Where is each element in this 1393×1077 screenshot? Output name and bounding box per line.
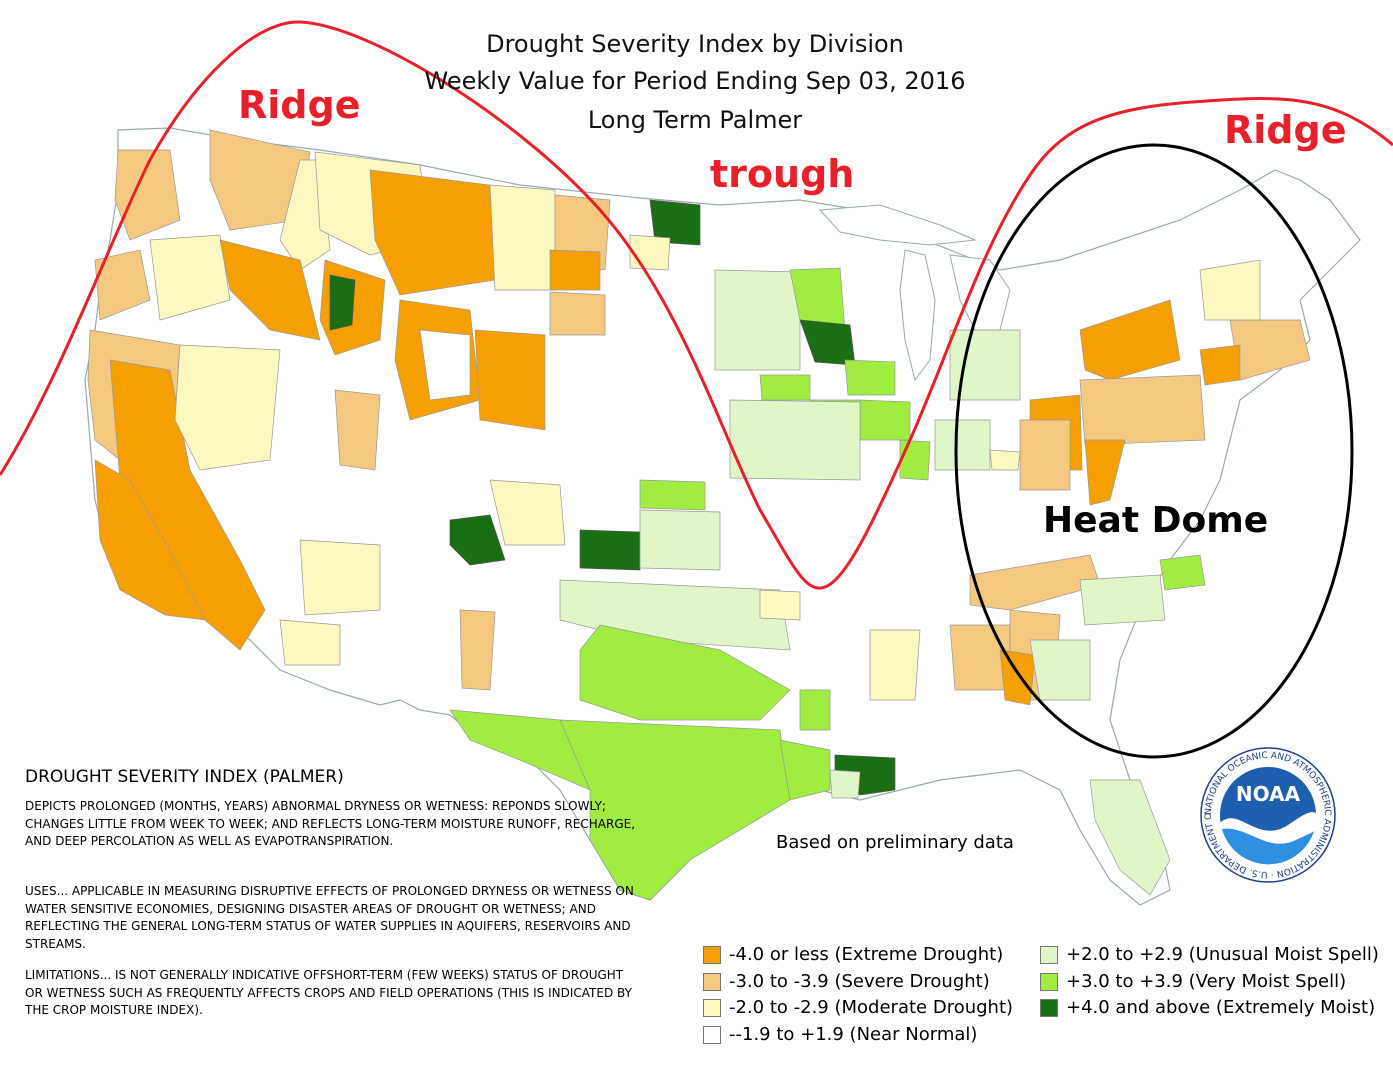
region-mo-north (729, 399, 861, 481)
region-co-central (489, 479, 566, 546)
region-wv (1084, 439, 1126, 506)
legend-label: -2.0 to -2.9 (Moderate Drought) (729, 997, 1014, 1018)
region-ks-moist (579, 529, 641, 571)
region-id-moist (329, 274, 356, 331)
region-wa-east (209, 129, 311, 231)
region-new-england-s (1229, 319, 1311, 381)
region-ca-south (94, 459, 206, 621)
region-la-central (799, 689, 831, 731)
region-oh-north (1019, 419, 1071, 491)
region-ut-west (334, 389, 381, 471)
legend-label: +3.0 to +3.9 (Very Moist Spell) (1066, 971, 1347, 992)
region-la-south (829, 769, 861, 799)
region-ky (989, 449, 1021, 471)
region-ms (869, 629, 921, 701)
legend-item: +2.0 to +2.9 (Unusual Moist Spell) (1040, 944, 1379, 965)
legend-label: --1.9 to +1.9 (Near Normal) (729, 1024, 978, 1045)
legend-item: +4.0 and above (Extremely Moist) (1040, 997, 1375, 1018)
region-ks-nw (639, 479, 706, 511)
description-limitations: LIMITATIONS... IS NOT GENERALLY INDICATI… (25, 968, 632, 1017)
description-uses: USES... APPLICABLE IN MEASURING DISRUPTI… (25, 884, 634, 951)
region-wa-west (114, 149, 181, 241)
region-mt-central (369, 169, 496, 296)
region-nd-ne (649, 199, 701, 246)
legend-item: --1.9 to +1.9 (Near Normal) (703, 1024, 977, 1045)
region-or-coast (94, 249, 151, 321)
legend-item: -4.0 or less (Extreme Drought) (703, 944, 1003, 965)
region-ga-west (999, 649, 1036, 706)
noaa-logo: NOAA NATIONAL OCEANIC AND ATMOSPHERIC AD… (1200, 747, 1336, 883)
legend-swatch (703, 1025, 721, 1044)
legend-item: -2.0 to -2.9 (Moderate Drought) (703, 997, 1013, 1018)
preliminary-data-note: Based on preliminary data (776, 832, 1014, 853)
region-sd-sw (549, 291, 606, 336)
lake-superior (818, 204, 977, 246)
legend-swatch (703, 998, 721, 1017)
legend-swatch (1040, 945, 1058, 964)
legend-label: +2.0 to +2.9 (Unusual Moist Spell) (1066, 944, 1379, 965)
region-nv-north (174, 344, 281, 471)
region-new-england-n (1199, 259, 1261, 321)
map-title-line-1: Drought Severity Index by Division (486, 30, 904, 58)
jet-stream-line (0, 20, 1393, 590)
region-or-central (149, 234, 231, 321)
region-wy-center (419, 329, 471, 401)
region-ia-north (759, 374, 811, 401)
noaa-abbr: NOAA (1236, 782, 1301, 806)
legend-label: +4.0 and above (Extremely Moist) (1066, 997, 1376, 1018)
annotation-ridge-west: Ridge (238, 83, 361, 127)
region-tn-east (969, 554, 1101, 611)
region-tx-east (779, 739, 831, 801)
region-sd-east (629, 234, 671, 271)
lake-michigan (899, 249, 936, 382)
region-wi-south (844, 359, 896, 396)
region-nm-central (459, 609, 496, 691)
legend-label: -4.0 or less (Extreme Drought) (729, 944, 1004, 965)
legend-swatch (1040, 972, 1058, 991)
description-depicts: DEPICTS PROLONGED (MONTHS, YEARS) ABNORM… (25, 799, 636, 848)
region-mn-west (714, 269, 801, 371)
region-in (934, 419, 991, 471)
annotation-trough: trough (710, 152, 855, 196)
region-tx-panhandle (579, 624, 791, 721)
region-ks-east (639, 509, 721, 571)
region-pa-east (1079, 374, 1206, 446)
description-title: DROUGHT SEVERITY INDEX (PALMER) (25, 767, 344, 787)
heat-dome-ellipse (954, 143, 1354, 759)
region-wy-east (474, 329, 546, 431)
region-fl (1089, 779, 1171, 896)
region-nc-east (1159, 554, 1206, 591)
legend-item: +3.0 to +3.9 (Very Moist Spell) (1040, 971, 1346, 992)
region-co-moist (449, 514, 506, 566)
region-az-ne (299, 539, 381, 616)
annotation-ridge-east: Ridge (1224, 108, 1347, 152)
region-ga-south (1029, 639, 1091, 701)
legend-swatch (703, 972, 721, 991)
region-ny-south (1199, 344, 1241, 386)
map-title-line-3: Long Term Palmer (587, 106, 803, 134)
annotation-heat-dome: Heat Dome (1043, 500, 1269, 541)
legend-item: -3.0 to -3.9 (Severe Drought) (703, 971, 990, 992)
legend-label: -3.0 to -3.9 (Severe Drought) (729, 971, 990, 992)
region-ny-west (1079, 299, 1181, 381)
region-il-central (859, 399, 911, 441)
region-az-se (279, 619, 341, 666)
region-mt-east (489, 184, 556, 291)
region-il-south (899, 439, 931, 481)
map-title-line-2: Weekly Value for Period Ending Sep 03, 2… (424, 67, 966, 95)
legend-swatch (703, 945, 721, 964)
region-ar (759, 589, 801, 621)
region-id-central (219, 239, 321, 341)
region-nc-central (1079, 574, 1166, 626)
legend-swatch (1040, 998, 1058, 1017)
region-sd-west (549, 249, 601, 291)
